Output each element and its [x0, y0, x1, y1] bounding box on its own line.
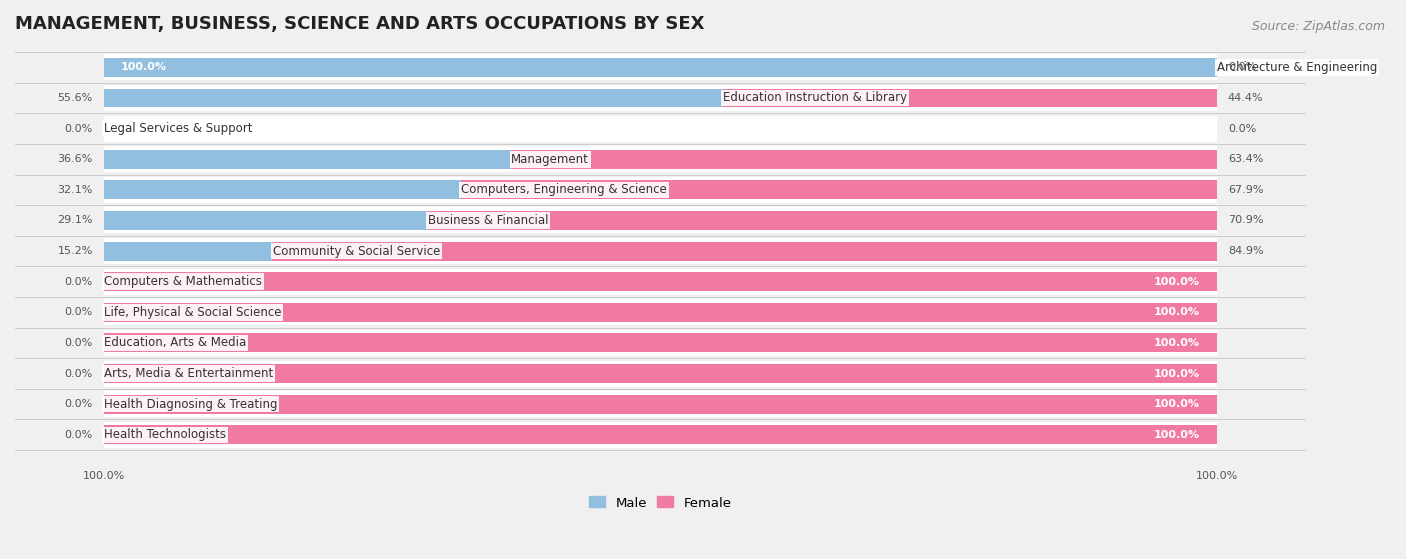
- Bar: [104, 177, 1216, 203]
- Bar: [104, 88, 723, 107]
- Bar: [104, 299, 1216, 325]
- Text: 100.0%: 100.0%: [1154, 338, 1201, 348]
- Text: 0.0%: 0.0%: [65, 430, 93, 440]
- Text: 29.1%: 29.1%: [58, 215, 93, 225]
- Text: 32.1%: 32.1%: [58, 185, 93, 195]
- Text: Health Diagnosing & Treating: Health Diagnosing & Treating: [104, 397, 277, 411]
- Bar: [104, 241, 273, 260]
- Text: 0.0%: 0.0%: [65, 368, 93, 378]
- Bar: [104, 238, 1216, 264]
- Text: Business & Financial: Business & Financial: [427, 214, 548, 227]
- Text: 0.0%: 0.0%: [65, 307, 93, 318]
- Bar: [104, 364, 1216, 383]
- Text: 70.9%: 70.9%: [1227, 215, 1264, 225]
- Bar: [104, 54, 1216, 80]
- Legend: Male, Female: Male, Female: [589, 496, 731, 509]
- Text: 84.9%: 84.9%: [1227, 246, 1264, 256]
- Text: Legal Services & Support: Legal Services & Support: [104, 122, 253, 135]
- Bar: [104, 272, 1216, 291]
- Text: Computers, Engineering & Science: Computers, Engineering & Science: [461, 183, 666, 196]
- Text: 0.0%: 0.0%: [1227, 124, 1256, 134]
- Text: MANAGEMENT, BUSINESS, SCIENCE AND ARTS OCCUPATIONS BY SEX: MANAGEMENT, BUSINESS, SCIENCE AND ARTS O…: [15, 15, 704, 33]
- Text: 100.0%: 100.0%: [1154, 277, 1201, 287]
- Bar: [104, 395, 1216, 414]
- Text: Community & Social Service: Community & Social Service: [273, 245, 440, 258]
- Text: 36.6%: 36.6%: [58, 154, 93, 164]
- Bar: [723, 88, 1216, 107]
- Bar: [104, 425, 1216, 444]
- Text: Source: ZipAtlas.com: Source: ZipAtlas.com: [1251, 20, 1385, 32]
- Text: 0.0%: 0.0%: [65, 277, 93, 287]
- Text: 63.4%: 63.4%: [1227, 154, 1263, 164]
- Text: 0.0%: 0.0%: [65, 124, 93, 134]
- Bar: [104, 303, 1216, 322]
- Text: Management: Management: [512, 153, 589, 165]
- Bar: [461, 181, 1216, 200]
- Bar: [104, 116, 1216, 141]
- Text: 0.0%: 0.0%: [65, 338, 93, 348]
- Text: 67.9%: 67.9%: [1227, 185, 1264, 195]
- Text: 100.0%: 100.0%: [1154, 399, 1201, 409]
- Text: Life, Physical & Social Science: Life, Physical & Social Science: [104, 306, 281, 319]
- Bar: [104, 361, 1216, 387]
- Text: 0.0%: 0.0%: [65, 399, 93, 409]
- Text: Arts, Media & Entertainment: Arts, Media & Entertainment: [104, 367, 273, 380]
- Bar: [427, 211, 1216, 230]
- Bar: [104, 85, 1216, 111]
- Bar: [104, 422, 1216, 448]
- Text: Health Technologists: Health Technologists: [104, 428, 226, 441]
- Bar: [104, 181, 461, 200]
- Text: 100.0%: 100.0%: [1154, 368, 1201, 378]
- Bar: [104, 330, 1216, 356]
- Text: Education Instruction & Library: Education Instruction & Library: [723, 92, 907, 105]
- Text: 55.6%: 55.6%: [58, 93, 93, 103]
- Bar: [104, 150, 512, 169]
- Bar: [104, 207, 1216, 234]
- Bar: [104, 211, 427, 230]
- Bar: [512, 150, 1216, 169]
- Text: 44.4%: 44.4%: [1227, 93, 1264, 103]
- Bar: [104, 269, 1216, 295]
- Text: 100.0%: 100.0%: [1154, 307, 1201, 318]
- Bar: [104, 391, 1216, 417]
- Text: 15.2%: 15.2%: [58, 246, 93, 256]
- Text: Education, Arts & Media: Education, Arts & Media: [104, 337, 246, 349]
- Bar: [104, 146, 1216, 172]
- Text: 100.0%: 100.0%: [1154, 430, 1201, 440]
- Bar: [104, 58, 1216, 77]
- Bar: [271, 241, 1216, 260]
- Text: 0.0%: 0.0%: [1227, 63, 1256, 72]
- Bar: [104, 334, 1216, 352]
- Text: 100.0%: 100.0%: [121, 63, 167, 72]
- Text: Computers & Mathematics: Computers & Mathematics: [104, 275, 262, 288]
- Text: Architecture & Engineering: Architecture & Engineering: [1216, 61, 1376, 74]
